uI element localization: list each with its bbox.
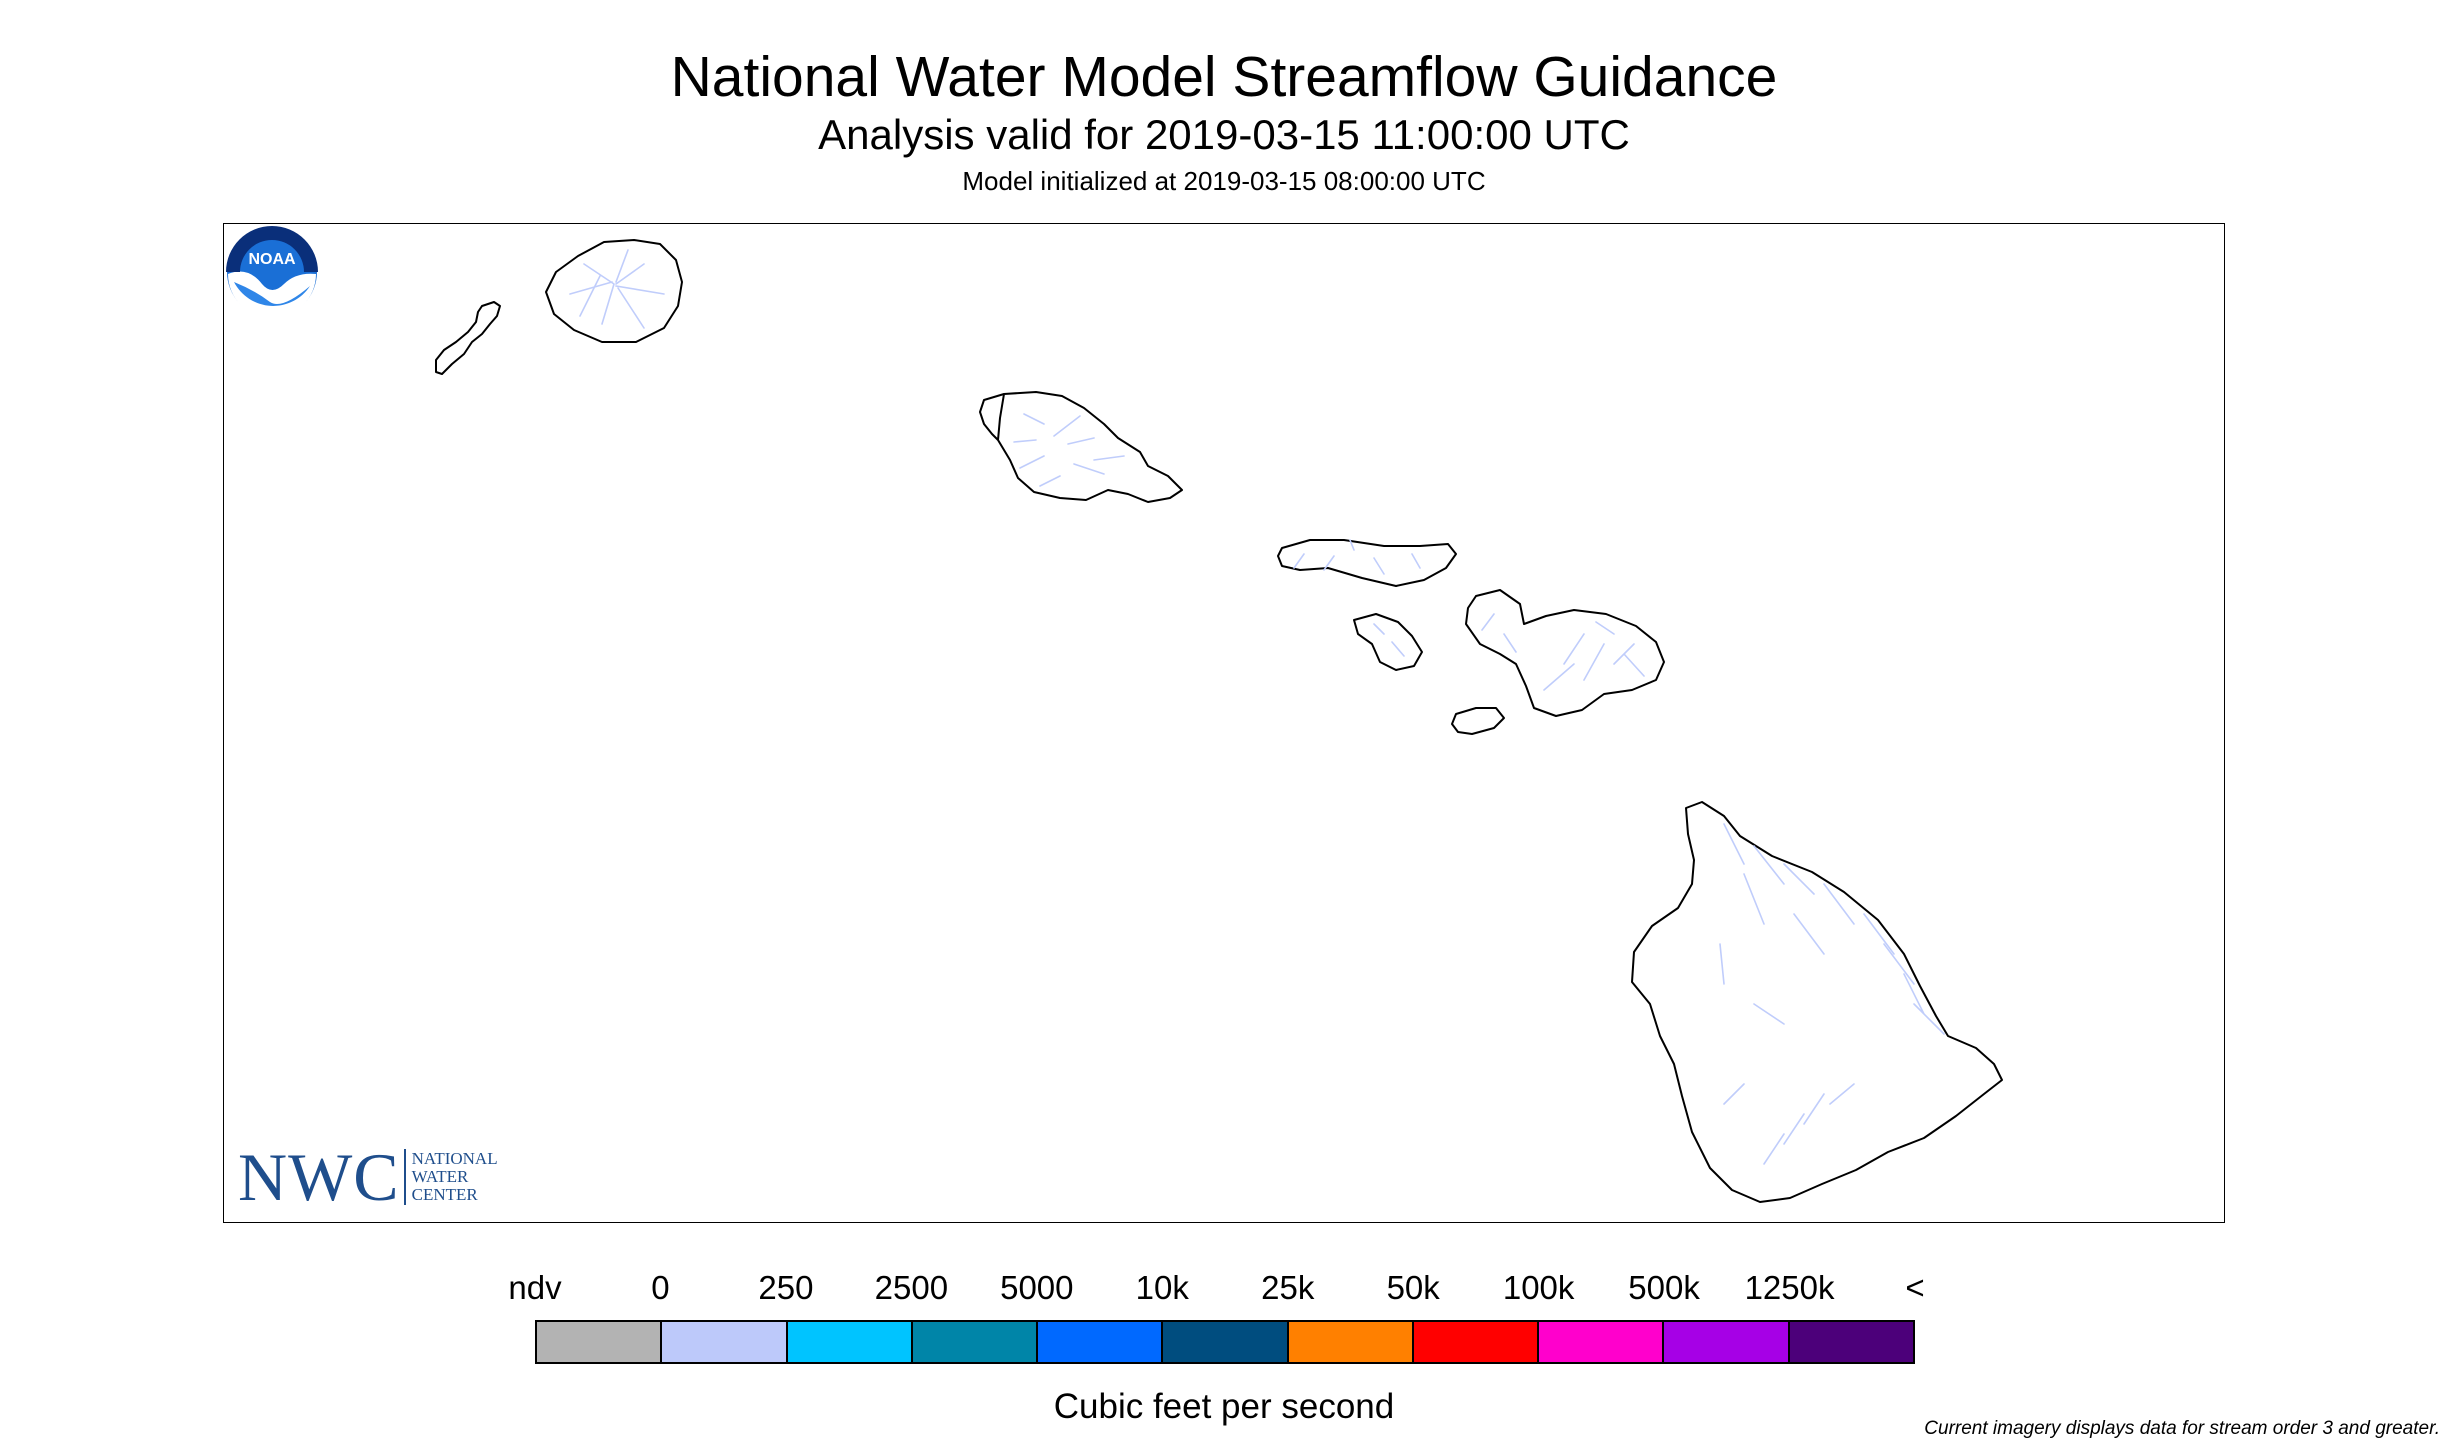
hawaii-map [435,239,2003,1203]
island-kahoolawe [1451,707,1505,735]
legend-swatch [787,1322,913,1362]
nwc-logo-line1: NATIONAL [411,1149,498,1168]
legend-label: ndv [508,1269,562,1306]
legend-label: 2500 [874,1269,949,1306]
nwc-logo-abbr: NWC [238,1139,400,1215]
nwc-logo-line2: WATER [411,1167,469,1186]
legend-label: 5000 [1000,1269,1074,1306]
legend-label: 1250k [1744,1269,1835,1306]
legend-swatch [1789,1322,1913,1362]
chart-title: National Water Model Streamflow Guidance [670,45,1778,109]
legend-swatch [1664,1322,1790,1362]
legend-swatch [1163,1322,1289,1362]
island-lanai [1353,613,1423,671]
legend-swatch [1539,1322,1665,1362]
legend-label: 25k [1261,1269,1315,1306]
legend-label: 50k [1386,1269,1440,1306]
noaa-logo-text: NOAA [248,251,296,268]
nwc-logo-divider [403,1149,406,1205]
legend-swatch [912,1322,1039,1362]
color-legend [535,1320,1915,1364]
stream-network [569,249,1945,1165]
legend-label: 0 [651,1269,670,1306]
legend-swatch [537,1322,663,1362]
legend-swatch [662,1322,788,1362]
nwc-logo-line3: CENTER [411,1185,478,1204]
legend-labels: ndv 0 250 2500 5000 10k 25k 50k 100k 500k 1250k < [508,1268,1924,1308]
island-molokai [1277,539,1457,587]
legend-label: 500k [1628,1269,1700,1306]
nwc-logo-fullname: NATIONAL WATER CENTER [412,1150,498,1204]
analysis-valid-time: Analysis valid for 2019-03-15 11:00:00 U… [818,111,1630,158]
legend-label: 100k [1502,1269,1575,1306]
legend-label: 250 [758,1269,814,1306]
legend-label: < [1905,1269,1925,1306]
legend-swatch [1413,1322,1540,1362]
legend-units: Cubic feet per second [1053,1387,1395,1426]
map-panel[interactable]: NWC NATIONAL WATER CENTER NOAA [223,223,2225,1223]
island-oahu [979,391,1183,503]
model-init-time: Model initialized at 2019-03-15 08:00:00… [962,166,1486,196]
footnote: Current imagery displays data for stream… [1924,1418,2440,1439]
island-maui [1465,589,1665,717]
legend-label: 10k [1135,1269,1189,1306]
noaa-seal-icon: NOAA [225,225,319,319]
legend-swatch [1038,1322,1164,1362]
legend-swatch [1288,1322,1414,1362]
island-kauai [545,239,683,343]
island-niihau [435,301,501,375]
island-hawaii [1631,801,2003,1203]
nwc-logo: NWC NATIONAL WATER CENTER [238,1142,498,1212]
